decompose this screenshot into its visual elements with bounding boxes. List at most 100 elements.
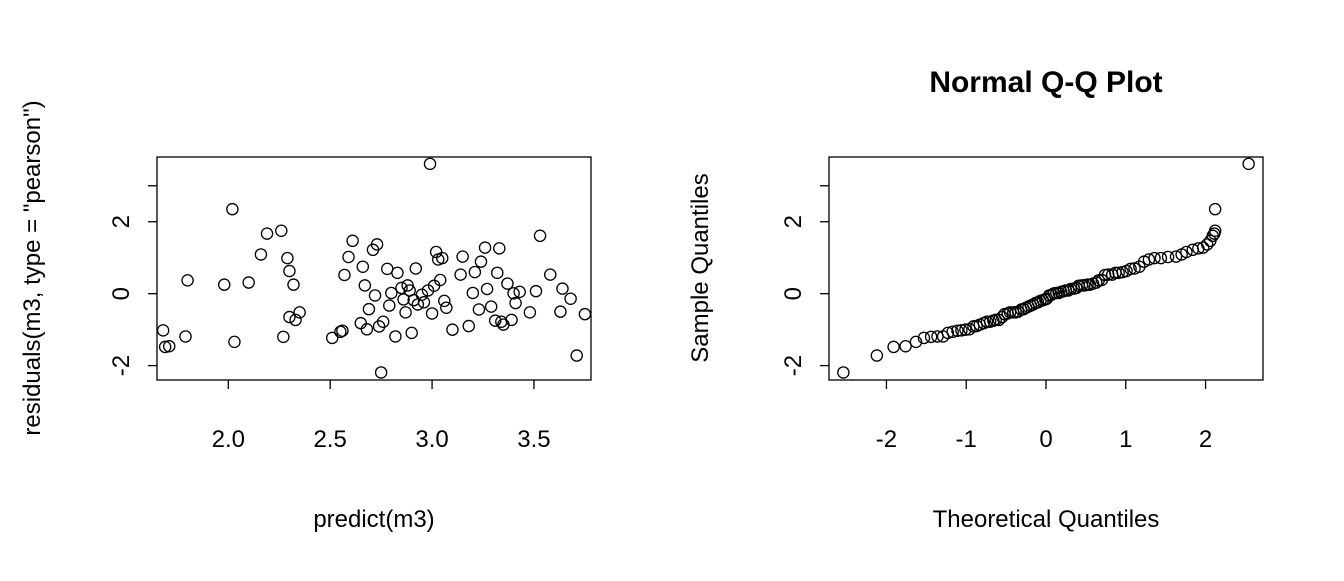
- residuals-point: [440, 301, 453, 314]
- qq-point: [1169, 250, 1183, 263]
- residuals-point: [360, 323, 374, 336]
- residuals-point: [226, 202, 239, 216]
- residuals-point: [217, 278, 231, 291]
- qq-point: [1011, 305, 1025, 318]
- qq-point: [887, 340, 900, 354]
- qq-point: [1154, 251, 1168, 265]
- residuals-point: [260, 227, 274, 240]
- residuals-point: [556, 282, 569, 295]
- residuals-point: [346, 234, 359, 248]
- qq-x-axis-title: Theoretical Quantiles: [933, 506, 1160, 533]
- qq-point: [899, 339, 912, 353]
- residuals-point: [380, 262, 394, 276]
- residuals-point: [533, 229, 547, 243]
- qq-point: [941, 326, 955, 340]
- residuals-point: [433, 273, 447, 287]
- qq-point: [1208, 224, 1222, 237]
- qq-y-axis: -2 0 2: [780, 185, 829, 376]
- residuals-point: [423, 157, 437, 171]
- qq-x-tick-label: -2: [876, 426, 897, 453]
- residuals-point: [281, 251, 294, 265]
- qq-point: [1090, 276, 1103, 289]
- residuals-plot: 2.0 2.5 3.0 3.5 -2 0 2 predict(m3) residuals(…: [19, 100, 592, 533]
- residuals-point: [334, 325, 347, 339]
- qq-point: [1070, 281, 1083, 295]
- residuals-point: [405, 326, 418, 340]
- residuals-x-axis: 2.0 2.5 3.0 3.5: [212, 380, 551, 453]
- residuals-point: [342, 250, 355, 264]
- residuals-plot-frame: [156, 156, 592, 381]
- residuals-points: [156, 157, 592, 379]
- residuals-point: [436, 251, 449, 265]
- residuals-point: [358, 279, 372, 292]
- qq-y-tick-label: -2: [780, 355, 807, 376]
- qq-point: [870, 349, 884, 362]
- residuals-point: [156, 324, 170, 337]
- residuals-point: [474, 255, 488, 268]
- qq-point: [1242, 157, 1255, 171]
- qq-y-axis-title: Sample Quantiles: [687, 173, 714, 362]
- residuals-x-tick-label: 2.0: [212, 426, 245, 453]
- qq-point: [1161, 250, 1175, 264]
- residuals-point: [275, 224, 288, 237]
- residuals-point: [493, 242, 506, 255]
- residuals-y-axis-title: residuals(m3, type = "pearson"): [19, 100, 46, 435]
- residuals-point: [287, 278, 300, 291]
- qq-point: [1142, 253, 1156, 266]
- qq-point: [951, 324, 964, 337]
- residuals-point: [354, 316, 368, 330]
- residuals-point: [368, 289, 382, 302]
- residuals-point: [468, 265, 482, 279]
- residuals-point: [370, 238, 384, 251]
- residuals-y-tick-label: 0: [108, 287, 135, 300]
- qq-x-tick-label: -1: [956, 426, 977, 453]
- residuals-point: [385, 286, 398, 300]
- qq-plot: Normal Q-Q Plot -2 -1 0 1 2 -2 0 2 Theoretical…: [687, 66, 1264, 533]
- residuals-y-tick-label: -2: [108, 355, 135, 376]
- residuals-point: [356, 260, 370, 273]
- residuals-point: [158, 340, 172, 354]
- qq-y-tick-label: 0: [780, 287, 807, 300]
- qq-plot-title: Normal Q-Q Plot: [929, 66, 1162, 99]
- residuals-point: [446, 323, 459, 336]
- qq-point: [924, 330, 938, 344]
- residuals-point: [425, 307, 439, 320]
- residuals-x-tick-label: 2.5: [314, 426, 347, 453]
- qq-point: [1180, 245, 1193, 259]
- residuals-point: [372, 320, 386, 333]
- qq-x-axis: -2 -1 0 1 2: [876, 380, 1212, 453]
- residuals-point: [289, 313, 302, 327]
- qq-point: [955, 324, 968, 337]
- residuals-point: [462, 319, 475, 333]
- residuals-point: [488, 314, 502, 327]
- qq-point: [980, 315, 994, 328]
- residuals-point: [397, 293, 410, 306]
- residuals-point: [456, 250, 469, 263]
- residuals-point: [564, 292, 577, 305]
- residuals-point: [501, 277, 514, 290]
- residuals-x-tick-label: 3.0: [415, 426, 448, 453]
- residuals-point: [491, 266, 504, 280]
- qq-point: [1200, 238, 1214, 251]
- residuals-y-tick-label: 2: [108, 215, 135, 228]
- qq-point: [1208, 202, 1222, 216]
- residuals-point: [523, 306, 537, 319]
- residuals-point: [228, 335, 241, 349]
- residuals-point: [507, 287, 520, 300]
- qq-x-tick-label: 2: [1199, 426, 1212, 453]
- residuals-x-axis-title: predict(m3): [313, 506, 434, 533]
- residuals-point: [283, 264, 296, 278]
- residuals-point: [417, 296, 431, 309]
- residuals-point: [509, 296, 522, 310]
- residuals-point: [336, 324, 349, 337]
- residuals-point: [162, 339, 176, 353]
- qq-point: [963, 323, 976, 336]
- residuals-point: [466, 286, 480, 300]
- residuals-point: [409, 262, 423, 275]
- qq-point: [989, 313, 1002, 327]
- qq-point: [1003, 306, 1017, 319]
- residuals-point: [429, 245, 443, 259]
- qq-point: [1196, 241, 1210, 254]
- residuals-point: [254, 248, 268, 261]
- residuals-point: [376, 315, 390, 328]
